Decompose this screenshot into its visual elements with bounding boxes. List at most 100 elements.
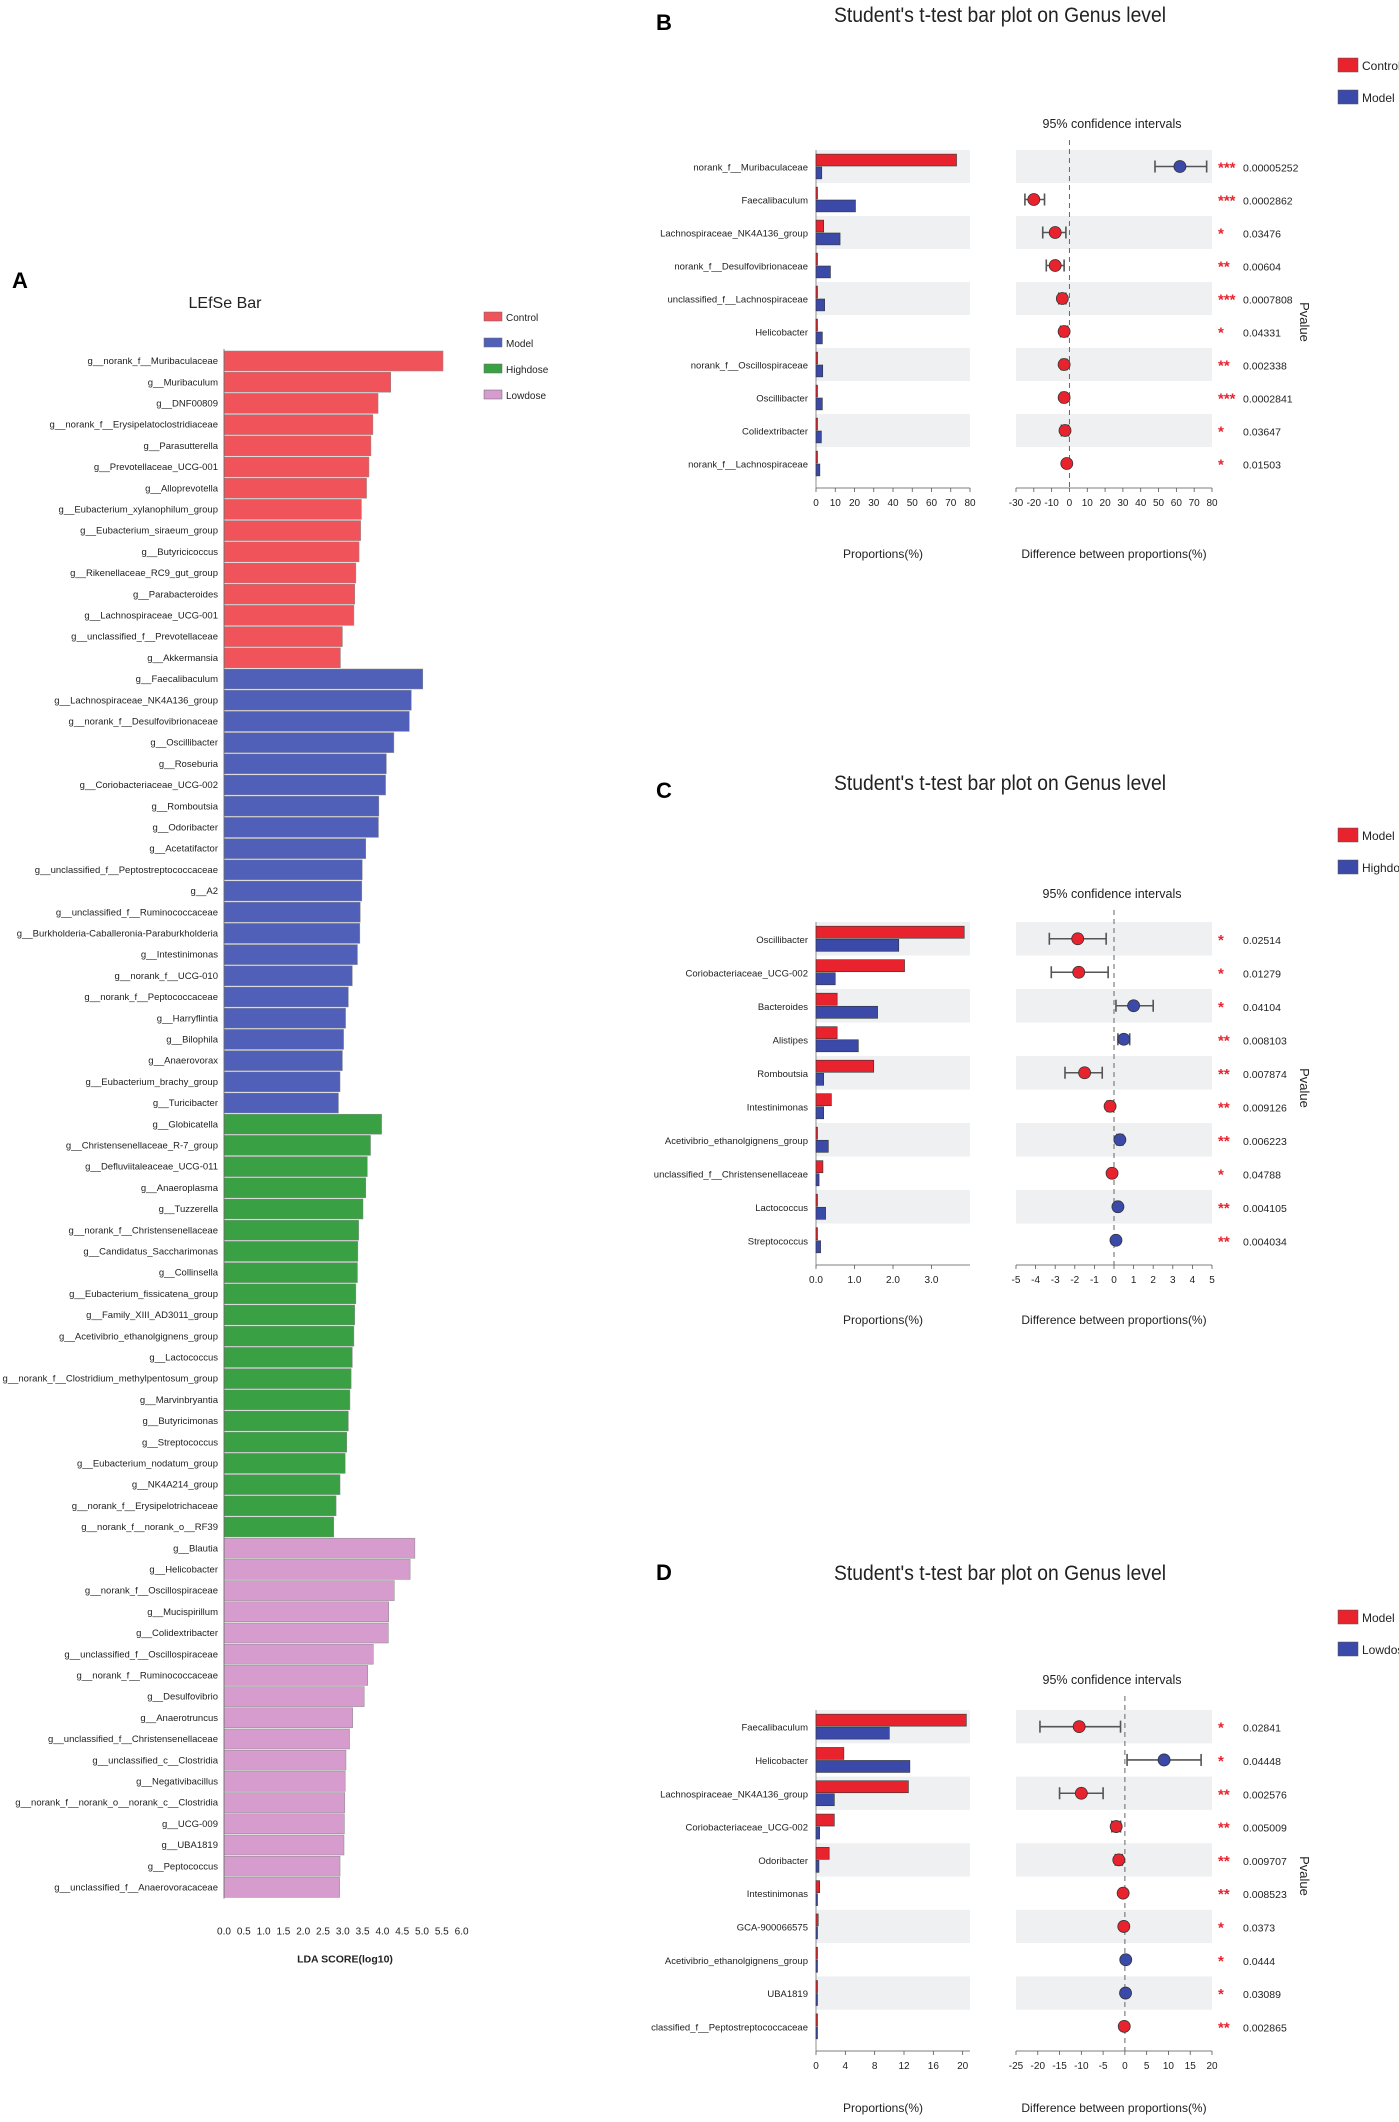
- row-stripe: [816, 1843, 970, 1877]
- prop-bar-group2: [815, 1039, 859, 1053]
- lefse-bar-label: g__Intestinimonas: [141, 950, 218, 961]
- lefse-bar: [223, 1728, 350, 1750]
- ci-x-label: Difference between proportions(%): [1021, 2101, 1206, 2115]
- ci-point: [1027, 193, 1041, 206]
- lefse-legend-swatch: [483, 363, 503, 374]
- ci-x-tick: 10: [1163, 2061, 1175, 2072]
- prop-bar-group1: [815, 153, 957, 167]
- significance-stars: **: [1218, 1133, 1230, 1150]
- p-value: 0.03476: [1243, 229, 1281, 241]
- genus-label: Bacteroides: [758, 1002, 808, 1013]
- significance-stars: **: [1218, 1786, 1230, 1803]
- p-value: 0.008103: [1243, 1035, 1287, 1047]
- ttest-title: Student's t-test bar plot on Genus level: [834, 1562, 1166, 1585]
- lefse-legend-label: Control: [506, 313, 538, 324]
- lefse-x-tick: 4.5: [395, 1927, 409, 1938]
- lefse-bar: [223, 1262, 358, 1283]
- p-value: 0.02514: [1243, 935, 1281, 947]
- lefse-bar: [223, 393, 379, 414]
- lefse-bar-label: g__Helicobacter: [149, 1565, 218, 1576]
- significance-stars: ***: [1218, 292, 1236, 309]
- genus-label: norank_f__Oscillospiraceae: [691, 361, 808, 372]
- ci-x-tick: 10: [1082, 498, 1094, 509]
- lefse-bar-label: g__Mucispirillum: [147, 1607, 218, 1618]
- lefse-bar-label: g__Turicibacter: [153, 1098, 218, 1109]
- prop-bar-group1: [815, 959, 905, 973]
- lefse-bar: [223, 520, 361, 541]
- ci-title: 95% confidence intervals: [1043, 1673, 1182, 1687]
- ci-point: [1111, 1200, 1125, 1214]
- prop-x-tick: 30: [868, 498, 880, 509]
- prop-x-label: Proportions(%): [843, 1313, 923, 1327]
- genus-label: Colidextribacter: [742, 427, 808, 438]
- significance-stars: *: [1218, 1919, 1224, 1936]
- lefse-bar-label: g__Parasutterella: [144, 441, 219, 452]
- lefse-bar: [223, 965, 353, 987]
- lefse-bar: [223, 711, 410, 732]
- lefse-bar: [223, 1389, 351, 1411]
- p-value: 0.04331: [1243, 328, 1281, 340]
- panel-a-letter: A: [12, 268, 28, 293]
- lefse-bar-label: g__Streptococcus: [142, 1437, 218, 1448]
- prop-bar-group2: [815, 2026, 818, 2040]
- panel-a-lefse: A LEfSe Bar g__norank_f__Muribaculaceae g__…: [3, 268, 549, 1966]
- ci-x-tick: -20: [1027, 498, 1042, 509]
- lefse-bar: [223, 753, 387, 775]
- p-value: 0.04104: [1243, 1002, 1281, 1014]
- ci-x-tick: 1: [1131, 1275, 1137, 1286]
- lefse-bar-label: g__Acetivibrio_ethanolgignens_group: [59, 1331, 218, 1342]
- prop-bar-group2: [815, 938, 900, 952]
- genus-label: Oscillibacter: [756, 394, 808, 405]
- lefse-bar-label: g__Bilophila: [166, 1035, 218, 1046]
- lefse-x-label: LDA SCORE(log10): [297, 1954, 393, 1966]
- p-value: 0.04448: [1243, 1756, 1281, 1768]
- prop-x-tick: 16: [928, 2061, 940, 2072]
- lefse-bar: [223, 1622, 389, 1644]
- prop-x-tick: 12: [898, 2061, 910, 2072]
- lefse-bar: [223, 1325, 355, 1347]
- lefse-bar: [223, 1431, 348, 1453]
- ci-point: [1058, 424, 1072, 437]
- ci-x-tick: 5: [1144, 2061, 1150, 2072]
- row-stripe: [816, 414, 970, 447]
- ttest-legend-swatch: [1337, 1641, 1359, 1657]
- lefse-bar-label: g__Burkholderia-Caballeronia-Paraburkhol…: [17, 929, 219, 940]
- lefse-bar-label: g__Lachnospiraceae_UCG-001: [84, 611, 218, 622]
- lefse-bar-label: g__unclassified_f__Christensenellaceae: [48, 1734, 218, 1745]
- ci-point: [1173, 160, 1187, 173]
- p-value: 0.004034: [1243, 1236, 1287, 1248]
- prop-bar-group2: [815, 1005, 878, 1019]
- lefse-bar-label: g__Collinsella: [159, 1268, 219, 1279]
- significance-stars: **: [1218, 2019, 1230, 2036]
- lefse-bar-label: g__Defluviitaleaceae_UCG-011: [85, 1162, 218, 1173]
- lefse-x-tick: 2.0: [296, 1927, 310, 1938]
- prop-x-label: Proportions(%): [843, 2101, 923, 2115]
- prop-bar-group2: [815, 331, 823, 345]
- row-stripe: [816, 1976, 970, 2010]
- genus-label: Lachnospiraceae_NK4A136_group: [660, 1789, 808, 1800]
- ttest-legend-label: Lowdose: [1362, 1643, 1399, 1657]
- lefse-bar-label: g__Acetatifactor: [149, 844, 218, 855]
- lefse-bar: [223, 371, 391, 393]
- ci-point: [1109, 1820, 1123, 1833]
- prop-x-tick: 0.0: [809, 1275, 823, 1286]
- ttest-title: Student's t-test bar plot on Genus level: [834, 4, 1166, 27]
- row-stripe: [1016, 1909, 1212, 1944]
- prop-x-tick: 0: [813, 2061, 819, 2072]
- lefse-bar: [223, 1135, 371, 1156]
- lefse-bar-label: g__UBA1819: [161, 1840, 218, 1851]
- prop-bar-group1: [815, 252, 818, 266]
- significance-stars: *: [1218, 226, 1224, 243]
- significance-stars: *: [1218, 1953, 1224, 1970]
- lefse-x-tick: 0.0: [217, 1927, 231, 1938]
- p-value: 0.01503: [1243, 460, 1281, 472]
- row-stripe: [1016, 348, 1212, 381]
- ci-x-tick: -10: [1074, 2061, 1089, 2072]
- genus-label: Oscillibacter: [756, 935, 808, 946]
- lefse-bar: [223, 774, 386, 796]
- lefse-bar-label: g__Akkermansia: [147, 653, 218, 664]
- p-value: 0.0373: [1243, 1922, 1275, 1934]
- pvalue-axis-label: Pvalue: [1297, 1856, 1312, 1896]
- prop-bar-group1: [815, 1747, 845, 1760]
